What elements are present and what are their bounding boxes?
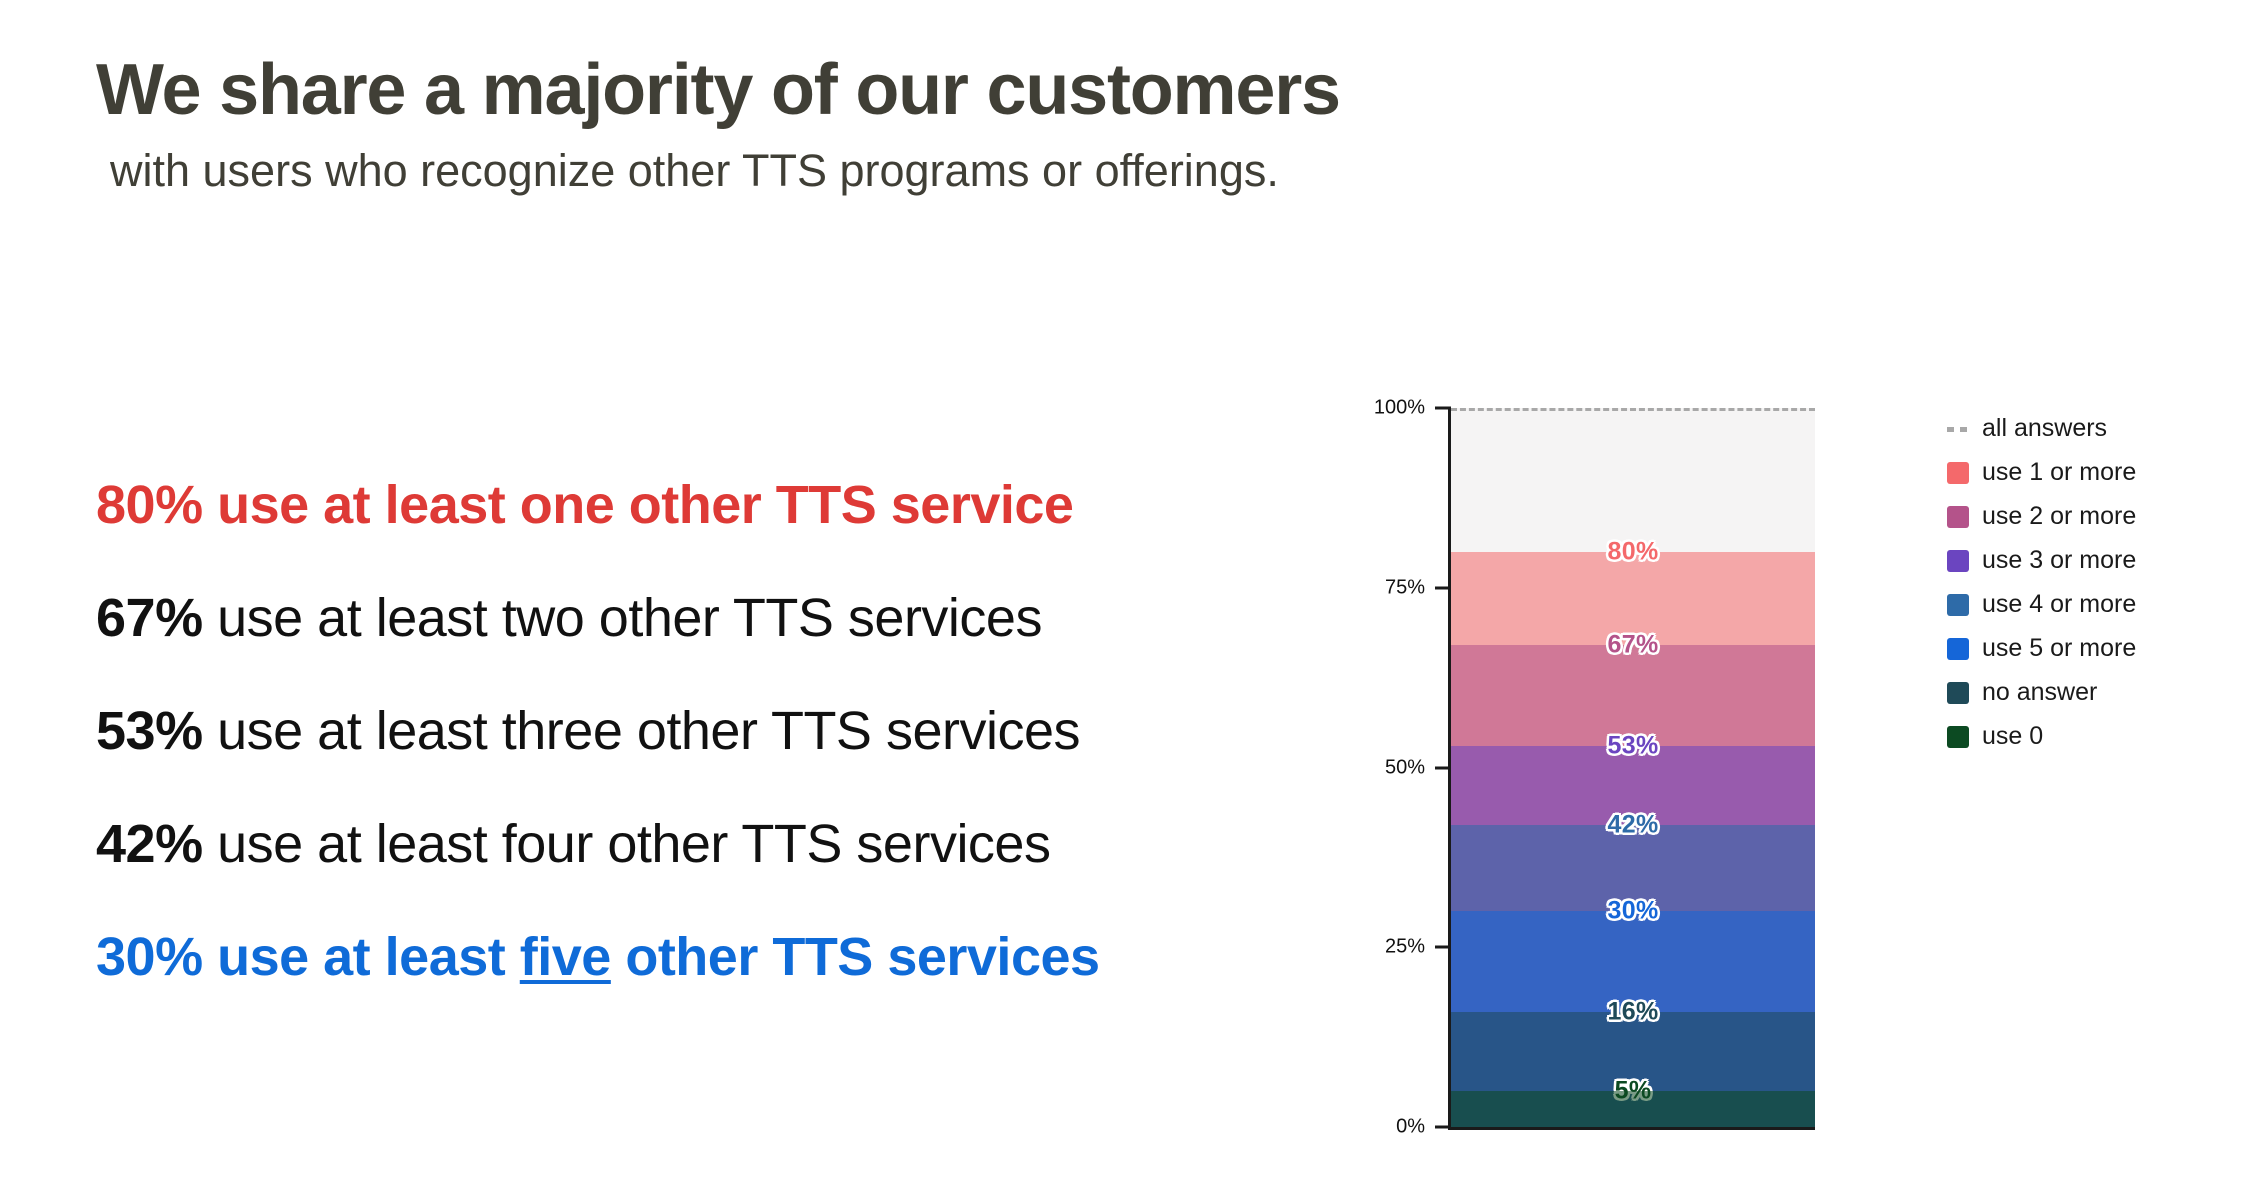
color-swatch-icon	[1947, 461, 1969, 484]
stat-text: use at least one other TTS service	[202, 475, 1074, 535]
stacked-area-chart: 0%25%50%75%100% 80%67%53%42%30%16%5% all…	[1370, 380, 2210, 1160]
page-subtitle: with users who recognize other TTS progr…	[110, 144, 1279, 196]
legend-item[interactable]: all answers	[1947, 413, 2136, 444]
stat-text: use at least three other TTS services	[202, 701, 1080, 761]
stat-line: 53% use at least three other TTS service…	[96, 704, 1356, 758]
slide-header: We share a majority of our customers wit…	[96, 50, 1796, 198]
stat-value: 30%	[96, 927, 203, 987]
color-swatch-icon	[1947, 725, 1969, 748]
legend-item[interactable]: use 3 or more	[1947, 545, 2136, 576]
y-axis-tick-mark	[1435, 766, 1451, 769]
stat-value: 53%	[96, 701, 203, 761]
color-swatch-icon	[1947, 505, 1969, 528]
legend-label: use 3 or more	[1982, 546, 2137, 574]
all-answers-line	[1451, 408, 1815, 411]
stat-text: other TTS services	[610, 927, 1100, 987]
legend-item[interactable]: use 2 or more	[1947, 501, 2136, 532]
y-axis-tick: 50%	[1385, 756, 1451, 779]
y-axis-tick-label: 25%	[1384, 935, 1425, 958]
legend-label: use 4 or more	[1982, 590, 2137, 618]
page-title: We share a majority of our customers	[96, 50, 1341, 130]
color-swatch-icon	[1947, 681, 1969, 704]
legend-item[interactable]: no answer	[1947, 677, 2136, 708]
chart-band	[1451, 1091, 1815, 1127]
y-axis-tick-label: 0%	[1396, 1115, 1425, 1138]
legend-label: no answer	[1982, 678, 2098, 706]
stat-list: 80% use at least one other TTS service 67…	[96, 478, 1356, 984]
stat-line: 42% use at least four other TTS services	[96, 817, 1356, 871]
stat-text: use at least two other TTS services	[202, 588, 1042, 648]
legend-label: use 1 or more	[1982, 458, 2137, 486]
color-swatch-icon	[1947, 637, 1969, 660]
legend-label: use 5 or more	[1982, 634, 2137, 662]
legend-label: use 2 or more	[1982, 502, 2137, 530]
stat-value: 67%	[96, 588, 203, 648]
y-axis-tick: 0%	[1396, 1116, 1451, 1139]
stat-value: 42%	[96, 814, 203, 874]
stat-line: 80% use at least one other TTS service	[96, 478, 1356, 532]
y-axis-tick: 100%	[1374, 397, 1451, 420]
legend-item[interactable]: use 5 or more	[1947, 633, 2136, 664]
band-value-label: 53%	[1607, 731, 1659, 760]
legend-label: all answers	[1982, 414, 2108, 442]
band-value-label: 80%	[1607, 537, 1659, 566]
y-axis-tick-mark	[1435, 1125, 1451, 1129]
stat-text: use at least four other TTS services	[202, 814, 1051, 874]
band-value-label: 67%	[1607, 630, 1659, 659]
stat-text: use at least	[202, 927, 520, 987]
band-value-label: 42%	[1607, 810, 1659, 839]
stat-value: 80%	[96, 475, 203, 535]
legend-item[interactable]: use 4 or more	[1947, 589, 2136, 620]
band-value-label: 30%	[1607, 896, 1659, 925]
y-axis-tick-mark	[1435, 945, 1451, 949]
y-axis-tick-mark	[1435, 406, 1451, 410]
stat-line: 30% use at least five other TTS services	[96, 930, 1356, 984]
y-axis-tick: 75%	[1385, 576, 1451, 599]
dashed-line-icon	[1947, 418, 1969, 440]
y-axis-tick-label: 50%	[1384, 756, 1425, 778]
stat-emphasis: five	[519, 927, 612, 987]
legend-item[interactable]: use 0	[1947, 721, 2136, 752]
color-swatch-icon	[1947, 549, 1969, 572]
legend-label: use 0	[1982, 722, 2044, 750]
plot-area: 0%25%50%75%100% 80%67%53%42%30%16%5%	[1374, 397, 1815, 1138]
y-axis-tick: 25%	[1385, 936, 1451, 959]
y-axis-tick-mark	[1435, 586, 1451, 590]
chart-legend: all answers use 1 or more use 2 or more use…	[1947, 413, 2136, 765]
legend-item[interactable]: use 1 or more	[1947, 457, 2136, 488]
stat-line: 67% use at least two other TTS services	[96, 591, 1356, 645]
y-axis-tick-label: 75%	[1384, 576, 1425, 599]
color-swatch-icon	[1947, 593, 1969, 616]
band-value-label: 16%	[1607, 997, 1659, 1026]
y-axis-tick-label: 100%	[1373, 396, 1425, 419]
